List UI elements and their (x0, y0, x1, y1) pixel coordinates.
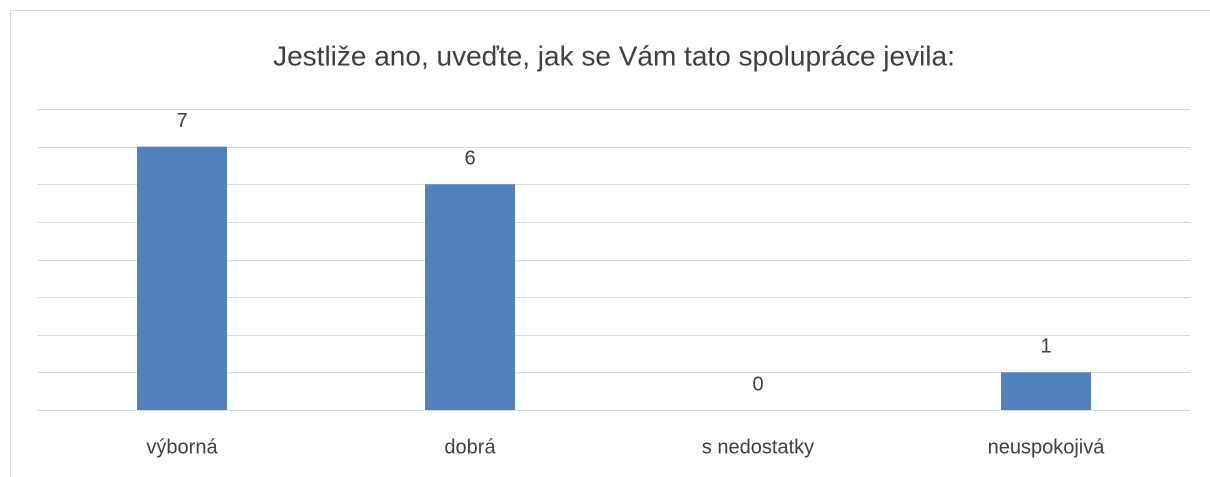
x-tick-label: dobrá (444, 436, 496, 458)
data-label: 6 (464, 148, 475, 170)
x-tick-label: neuspokojivá (988, 436, 1106, 458)
data-label: 0 (752, 373, 763, 395)
bar (1001, 372, 1091, 410)
bar (425, 184, 515, 410)
data-label: 7 (176, 110, 187, 132)
x-tick-label: výborná (146, 436, 218, 458)
x-tick-label: s nedostatky (702, 436, 814, 458)
chart-title: Jestliže ano, uveďte, jak se Vám tato sp… (273, 40, 955, 71)
data-label: 1 (1040, 336, 1051, 358)
chart-frame (10, 10, 1210, 477)
bar (137, 146, 227, 410)
